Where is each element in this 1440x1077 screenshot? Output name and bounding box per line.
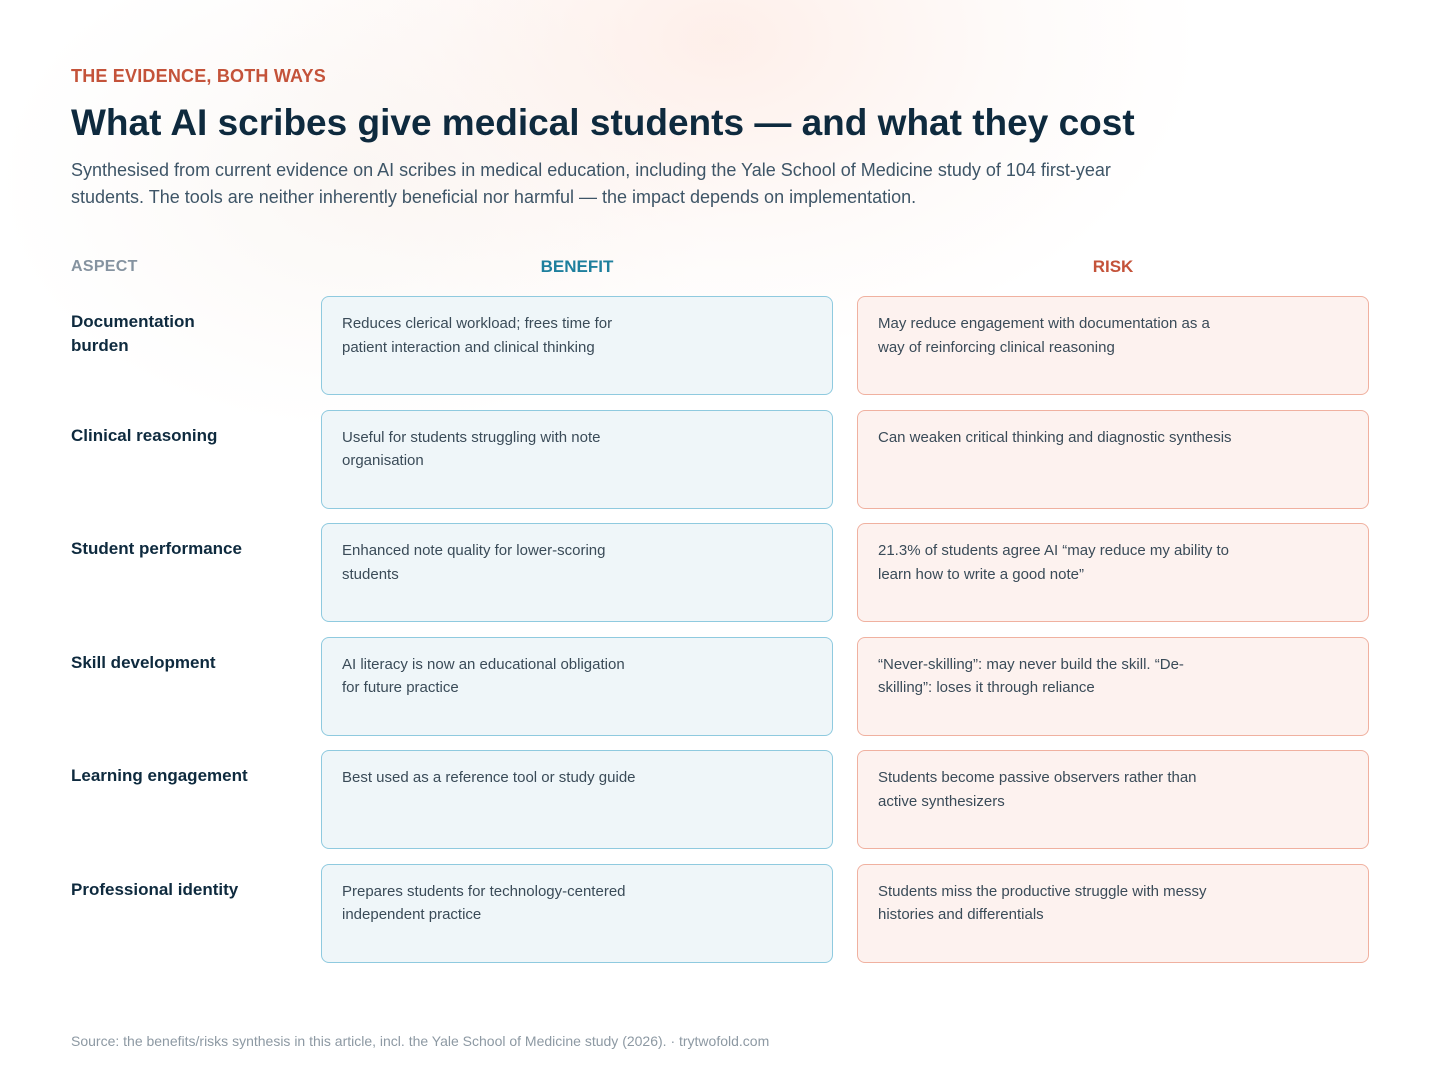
table-row: Skill development AI literacy is now an …	[71, 636, 1369, 736]
aspect-label: Skill development	[71, 652, 216, 672]
column-header-benefit: BENEFIT	[540, 257, 614, 276]
benefit-text: Best used as a reference tool or study g…	[342, 769, 636, 786]
risk-card: “Never-skilling”: may never build the sk…	[857, 636, 1369, 736]
risk-text: Students become passive observers rather…	[878, 769, 1197, 810]
comparison-table: Documentation burden Reduces clerical wo…	[71, 296, 1369, 977]
aspect-label: Professional identity	[71, 879, 239, 899]
eyebrow-label: THE EVIDENCE, BOTH WAYS	[71, 66, 326, 86]
risk-text: 21.3% of students agree AI “may reduce m…	[878, 542, 1230, 583]
risk-text: Students miss the productive struggle wi…	[878, 882, 1207, 924]
column-header-risk: RISK	[1092, 257, 1134, 276]
benefit-text: Enhanced note quality for lower-scoring …	[342, 542, 606, 583]
risk-card: 21.3% of students agree AI “may reduce m…	[857, 523, 1369, 622]
table-row: Professional identity Prepares students …	[71, 863, 1369, 963]
benefit-card: Prepares students for technology-centere…	[321, 863, 833, 963]
benefit-card: Best used as a reference tool or study g…	[321, 750, 833, 849]
source-footer: Source: the benefits/risks synthesis in …	[71, 1033, 770, 1049]
table-row: Learning engagement Best used as a refer…	[71, 750, 1369, 849]
aspect-label: Clinical reasoning	[71, 425, 218, 445]
page-subtitle: Synthesised from current evidence on AI …	[71, 160, 1111, 207]
aspect-label: Student performance	[71, 539, 242, 558]
risk-text: Can weaken critical thinking and diagnos…	[878, 428, 1232, 446]
risk-text: May reduce engagement with documentation…	[878, 315, 1210, 356]
page-title: What AI scribes give medical students — …	[71, 102, 1135, 143]
risk-card: Students become passive observers rather…	[857, 750, 1369, 849]
benefit-text: Reduces clerical workload; frees time fo…	[342, 315, 613, 356]
risk-card: May reduce engagement with documentation…	[857, 296, 1369, 395]
table-row: Student performance Enhanced note qualit…	[71, 523, 1369, 622]
column-header-aspect: ASPECT	[71, 258, 138, 275]
risk-card: Can weaken critical thinking and diagnos…	[857, 409, 1369, 509]
risk-text: “Never-skilling”: may never build the sk…	[878, 655, 1184, 697]
aspect-label: Documentation burden	[71, 312, 195, 355]
risk-card: Students miss the productive struggle wi…	[857, 863, 1369, 963]
benefit-text: Useful for students struggling with note…	[342, 428, 601, 470]
table-row: Clinical reasoning Useful for students s…	[71, 409, 1369, 509]
benefit-text: AI literacy is now an educational obliga…	[342, 655, 625, 697]
evidence-page: THE EVIDENCE, BOTH WAYS What AI scribes …	[71, 0, 1369, 1077]
aspect-label: Learning engagement	[71, 766, 248, 785]
benefit-card: Enhanced note quality for lower-scoring …	[321, 523, 833, 622]
table-row: Documentation burden Reduces clerical wo…	[71, 296, 1369, 395]
benefit-text: Prepares students for technology-centere…	[342, 882, 626, 924]
benefit-card: AI literacy is now an educational obliga…	[321, 636, 833, 736]
benefit-card: Reduces clerical workload; frees time fo…	[321, 296, 833, 395]
benefit-card: Useful for students struggling with note…	[321, 409, 833, 509]
